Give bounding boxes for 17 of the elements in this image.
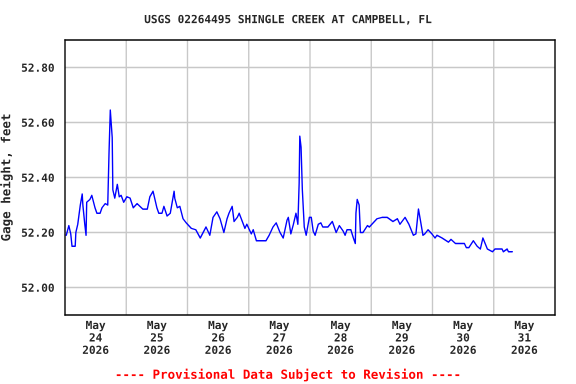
chart-title: USGS 02264495 SHINGLE CREEK AT CAMPBELL, FL [144,14,432,25]
y-tick-label: 52.00 [22,283,54,292]
x-tick-label: May 30 2026 [450,320,476,354]
x-tick-label: May 24 2026 [82,320,108,354]
x-tick-label: May 27 2026 [266,320,292,354]
y-tick-label: 52.80 [22,63,54,72]
x-tick-label: May 29 2026 [389,320,415,354]
y-tick-label: 52.60 [22,118,54,127]
line-series [66,109,513,252]
x-tick-label: May 25 2026 [144,320,170,354]
y-axis-title: Gage height, feet [0,114,13,241]
x-tick-label: May 31 2026 [512,320,538,354]
y-tick-label: 52.20 [22,228,54,237]
x-tick-label: May 26 2026 [205,320,231,354]
text: ---- Provisional Data Subject to Revision ---- [116,368,460,382]
x-tick-label: May 28 2026 [328,320,354,354]
y-tick-label: 52.40 [22,173,54,182]
